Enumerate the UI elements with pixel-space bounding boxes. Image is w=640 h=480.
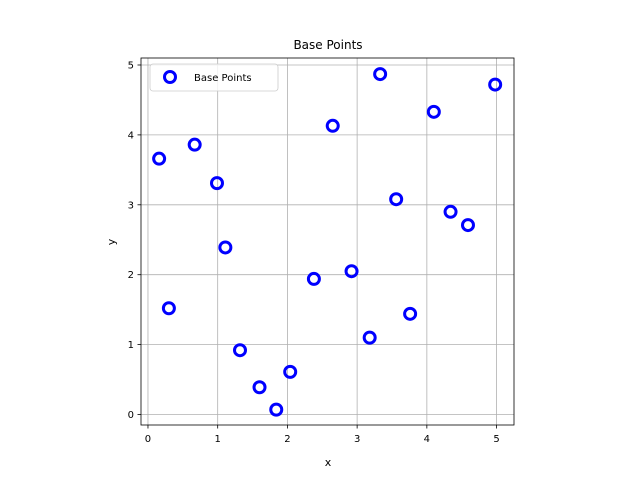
data-point: [426, 104, 441, 119]
data-point: [488, 77, 503, 92]
y-tick-label: 2: [128, 270, 134, 281]
grid: [141, 58, 514, 425]
data-point: [443, 204, 458, 219]
legend-box: [149, 63, 279, 92]
data-point: [403, 306, 418, 321]
axis-ticks: 0 1 2 3 4 5 0 1 2 3 4 5: [128, 60, 500, 445]
data-point: [306, 271, 321, 286]
legend-label: Base Points: [194, 73, 252, 84]
data-point: [152, 151, 167, 166]
y-tick-label: 5: [128, 60, 134, 71]
data-point: [187, 137, 202, 152]
legend: Base Points: [149, 63, 279, 92]
data-point: [362, 330, 377, 345]
x-axis-label: x: [325, 456, 332, 469]
x-tick-label: 2: [284, 434, 290, 445]
legend-marker: [163, 70, 177, 84]
plot-area-frame: [140, 57, 515, 426]
data-point: [218, 240, 233, 255]
data-point: [252, 380, 267, 395]
x-tick-label: 5: [493, 434, 499, 445]
data-point: [209, 176, 224, 191]
y-tick-label: 3: [128, 200, 134, 211]
data-point: [233, 343, 248, 358]
data-point: [325, 118, 340, 133]
x-tick-label: 1: [215, 434, 221, 445]
data-point: [460, 218, 475, 233]
y-tick-label: 0: [128, 410, 134, 421]
data-points: [152, 67, 503, 417]
x-tick-label: 0: [145, 434, 151, 445]
data-point: [161, 301, 176, 316]
data-point: [344, 264, 359, 279]
x-tick-label: 3: [354, 434, 360, 445]
chart-title: Base Points: [293, 38, 362, 52]
data-point: [283, 364, 298, 379]
y-axis-label: y: [105, 238, 118, 245]
data-point: [269, 402, 284, 417]
data-point: [389, 192, 404, 207]
x-tick-label: 4: [424, 434, 430, 445]
y-tick-label: 4: [128, 130, 134, 141]
data-point: [373, 67, 388, 82]
y-tick-label: 1: [128, 340, 134, 351]
